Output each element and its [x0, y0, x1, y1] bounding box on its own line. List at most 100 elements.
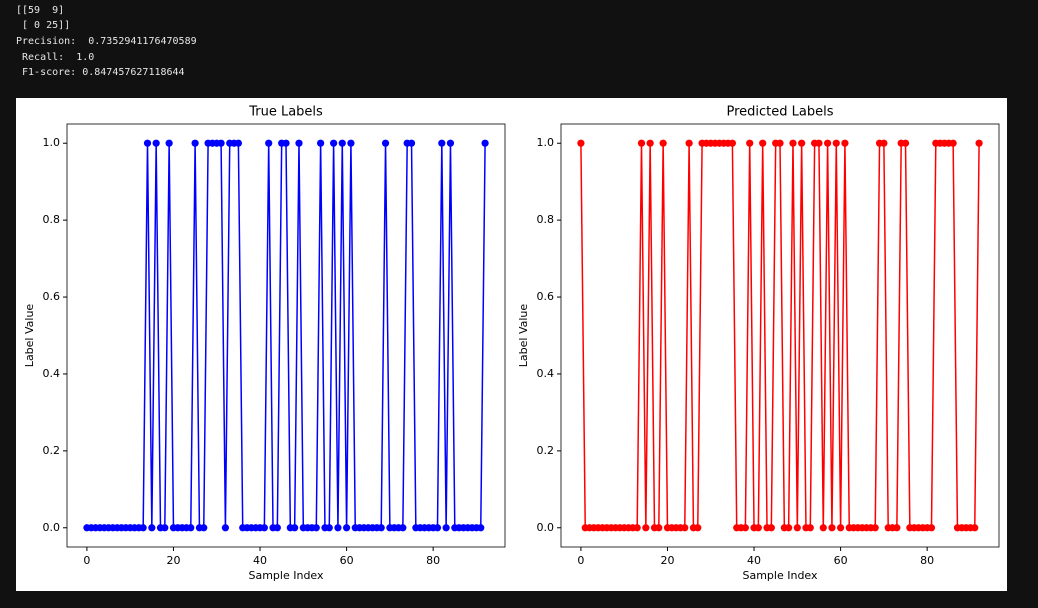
console-line: [ 0 25]]	[16, 20, 71, 31]
data-point	[785, 524, 793, 532]
y-tick-label: 0.6	[537, 290, 555, 303]
data-point	[221, 524, 230, 532]
data-point	[152, 139, 160, 147]
y-tick-label: 0.2	[43, 444, 61, 457]
data-point	[819, 524, 827, 532]
data-point	[139, 524, 147, 532]
y-tick-label: 0.8	[537, 213, 555, 226]
y-tick-label: 0.0	[43, 521, 61, 534]
x-tick-label: 40	[747, 554, 761, 567]
data-point	[793, 524, 801, 532]
chart-title: Predicted Labels	[726, 105, 833, 120]
figure-background	[16, 98, 1007, 591]
axes-frame	[66, 123, 506, 548]
x-axis-label: Sample Index	[742, 569, 818, 582]
y-tick-label: 1.0	[537, 136, 555, 149]
data-point	[381, 139, 390, 147]
x-axis-label: Sample Index	[248, 569, 324, 582]
data-point	[442, 524, 450, 532]
data-point	[165, 139, 173, 147]
y-tick-label: 1.0	[43, 136, 61, 149]
data-point	[334, 524, 342, 532]
data-point	[798, 139, 806, 147]
data-point	[646, 139, 654, 147]
data-point	[407, 139, 416, 147]
data-point	[338, 139, 346, 147]
console-line: [[59 9]	[16, 5, 65, 16]
x-tick-label: 20	[660, 554, 674, 567]
y-tick-label: 0.4	[537, 367, 555, 380]
data-point	[577, 139, 585, 147]
console-line: Recall: 1.0	[16, 52, 95, 63]
data-point	[633, 524, 641, 532]
data-point	[295, 139, 303, 147]
data-point	[481, 139, 489, 147]
data-point	[659, 139, 667, 147]
data-point	[325, 524, 333, 532]
data-point	[728, 139, 736, 147]
data-point	[446, 139, 455, 147]
data-point	[880, 139, 888, 147]
y-tick-label: 0.2	[537, 444, 555, 457]
data-point	[655, 524, 663, 532]
x-tick-label: 40	[253, 554, 267, 567]
data-point	[776, 139, 784, 147]
data-point	[143, 139, 152, 147]
data-point	[759, 139, 767, 147]
console-line: Precision: 0.7352941176470589	[16, 36, 197, 47]
data-point	[754, 524, 762, 532]
x-tick-label: 20	[166, 554, 180, 567]
data-point	[342, 524, 351, 532]
y-tick-label: 0.6	[43, 290, 61, 303]
data-point	[741, 524, 749, 532]
data-point	[832, 139, 840, 147]
chart-title: True Labels	[248, 105, 323, 120]
data-point	[282, 139, 290, 147]
data-point	[312, 524, 320, 532]
data-point	[901, 139, 910, 147]
x-tick-label: 80	[426, 554, 440, 567]
data-point	[217, 139, 225, 147]
data-point	[347, 139, 355, 147]
data-point	[789, 139, 797, 147]
data-point	[273, 524, 281, 532]
y-tick-label: 0.4	[43, 367, 61, 380]
x-tick-label: 0	[83, 554, 90, 567]
data-point	[841, 139, 849, 147]
axes-frame	[560, 123, 1000, 548]
y-axis-label: Label Value	[23, 304, 36, 368]
data-point	[330, 139, 338, 147]
data-point	[161, 524, 169, 532]
data-point	[438, 139, 446, 147]
data-point	[828, 524, 836, 532]
data-point	[637, 139, 646, 147]
data-point	[949, 139, 957, 147]
data-point	[685, 139, 693, 147]
data-point	[975, 139, 983, 147]
data-point	[694, 524, 702, 532]
data-point	[291, 524, 299, 532]
y-axis-label: Label Value	[517, 304, 530, 368]
data-point	[260, 524, 268, 532]
data-point	[377, 524, 385, 532]
data-point	[399, 524, 407, 532]
data-point	[767, 524, 775, 532]
x-tick-label: 0	[577, 554, 584, 567]
data-point	[824, 139, 832, 147]
data-point	[746, 139, 754, 147]
data-point	[265, 139, 273, 147]
data-point	[836, 524, 845, 532]
data-point	[148, 524, 156, 532]
data-point	[971, 524, 979, 532]
data-point	[871, 524, 879, 532]
data-point	[927, 524, 936, 532]
data-point	[893, 524, 901, 532]
y-tick-label: 0.0	[537, 521, 555, 534]
data-point	[317, 139, 325, 147]
data-point	[234, 139, 242, 147]
data-point	[477, 524, 485, 532]
data-point	[187, 524, 195, 532]
data-point	[433, 524, 442, 532]
x-tick-label: 80	[920, 554, 934, 567]
